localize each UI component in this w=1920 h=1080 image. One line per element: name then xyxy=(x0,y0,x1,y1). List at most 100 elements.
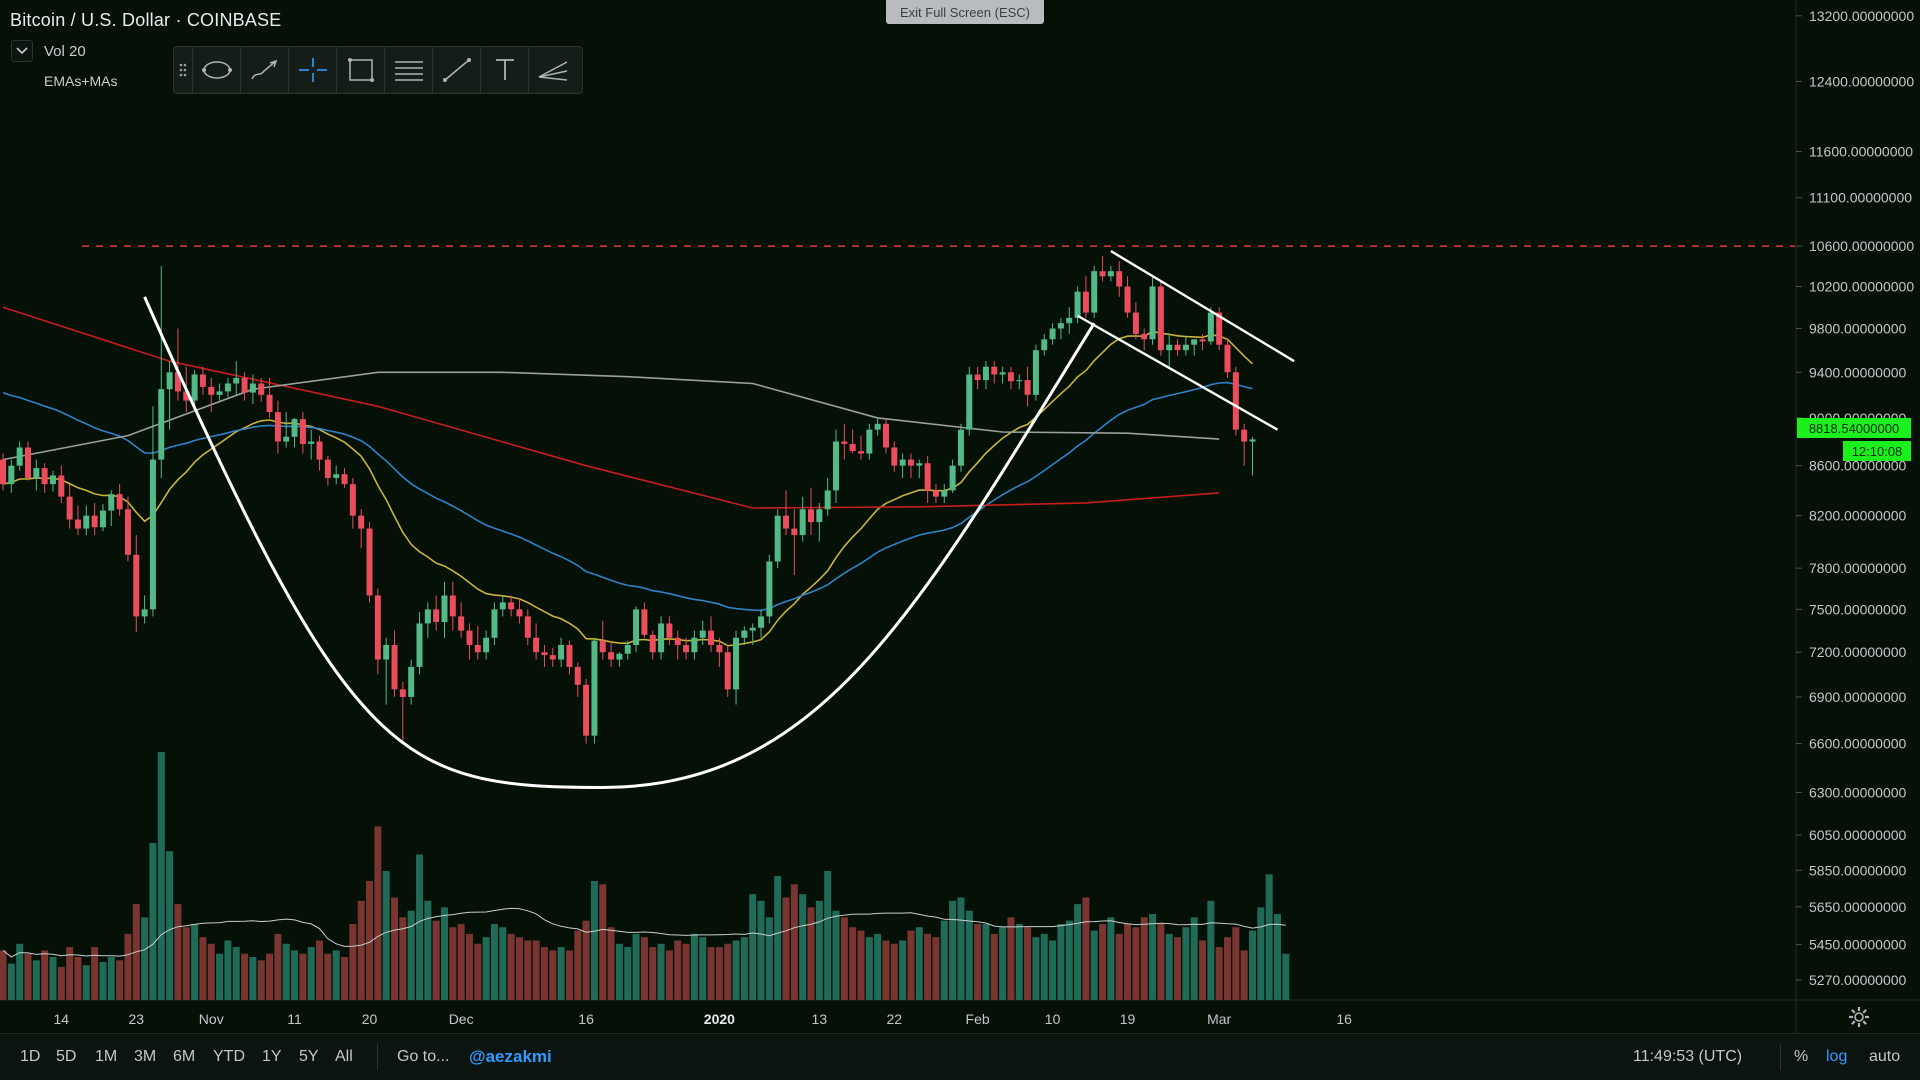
candle xyxy=(924,455,931,503)
candle-body xyxy=(916,463,923,466)
candle-body xyxy=(1116,271,1123,287)
x-tick-label: Dec xyxy=(449,1011,474,1027)
candle-body xyxy=(841,441,848,444)
volume-bar xyxy=(299,953,307,1000)
y-tick-label: 7800.00000000 xyxy=(1809,560,1907,576)
candle-body xyxy=(591,640,598,736)
timeframe-5d[interactable]: 5D xyxy=(56,1048,77,1065)
goto-button[interactable]: Go to... xyxy=(397,1048,450,1065)
volume-bar xyxy=(532,940,540,1000)
candle xyxy=(458,602,465,638)
volume-bar xyxy=(1232,927,1240,1000)
legend-volume[interactable]: Vol 20 xyxy=(44,43,86,60)
volume-bar xyxy=(899,940,907,1000)
volume-bar xyxy=(874,933,882,1000)
volume-bar xyxy=(824,871,832,1000)
text-tool-button[interactable] xyxy=(480,47,528,93)
volume-bar xyxy=(607,927,615,1000)
candle xyxy=(274,400,281,454)
volume-bar xyxy=(815,900,823,1000)
auto-scale-toggle[interactable]: auto xyxy=(1869,1048,1901,1065)
candle xyxy=(366,522,373,603)
volume-bar xyxy=(232,947,240,1000)
candle xyxy=(641,602,648,638)
candle xyxy=(658,616,665,660)
trend-line-button[interactable] xyxy=(432,47,480,93)
volume-bar xyxy=(507,933,515,1000)
y-tick-label: 8600.00000000 xyxy=(1809,458,1907,474)
volume-bar xyxy=(66,947,74,1000)
volume-bar xyxy=(1215,947,1223,1000)
x-tick-label: 23 xyxy=(128,1011,144,1027)
trend-line-icon xyxy=(442,58,471,82)
candle xyxy=(907,453,914,478)
volume-bar xyxy=(799,894,807,1000)
volume-bar xyxy=(690,933,698,1000)
candle xyxy=(358,509,365,549)
exit-fullscreen-button[interactable]: Exit Full Screen (ESC) xyxy=(886,0,1044,24)
ellipse-tool-button[interactable] xyxy=(192,47,240,93)
volume-bar xyxy=(116,960,124,1000)
candle-body xyxy=(333,474,340,478)
candle xyxy=(408,659,415,705)
percent-scale-toggle[interactable]: % xyxy=(1794,1048,1809,1065)
candle xyxy=(766,554,773,624)
legend-emas-mas[interactable]: EMAs+MAs xyxy=(44,73,118,89)
pitchfork-tool-button[interactable] xyxy=(528,47,576,93)
candle xyxy=(833,429,839,503)
volume-bar xyxy=(474,943,482,1000)
timeframe-5y[interactable]: 5Y xyxy=(299,1048,319,1065)
timeframe-ytd[interactable]: YTD xyxy=(213,1048,245,1065)
volume-bar xyxy=(7,963,15,1000)
drag-handle-icon[interactable] xyxy=(174,47,192,93)
timeframe-1d[interactable]: 1D xyxy=(20,1048,41,1065)
gear-icon[interactable] xyxy=(1848,1006,1870,1028)
candle-body xyxy=(633,609,640,645)
candle xyxy=(1032,344,1039,401)
volume-bar xyxy=(324,953,332,1000)
log-scale-toggle[interactable]: log xyxy=(1826,1048,1848,1065)
candle-body xyxy=(866,429,873,454)
timeframe-all[interactable]: All xyxy=(335,1048,353,1065)
candle-body xyxy=(524,616,531,638)
volume-bar xyxy=(1240,950,1248,1000)
candle-body xyxy=(1174,344,1181,351)
timeframe-3m[interactable]: 3M xyxy=(134,1048,157,1065)
candle xyxy=(524,609,531,645)
volume-bar xyxy=(174,904,182,1000)
legend-collapse-button[interactable] xyxy=(11,40,33,62)
volume-bar xyxy=(924,933,932,1000)
fib-levels-icon xyxy=(394,61,423,81)
fib-levels-button[interactable] xyxy=(384,47,432,93)
candle-body xyxy=(474,644,481,653)
candle xyxy=(774,509,781,569)
y-tick-label: 6600.00000000 xyxy=(1809,736,1907,752)
volume-bar xyxy=(1099,923,1107,1000)
drawing-toolbar xyxy=(173,46,583,94)
x-tick-label: 22 xyxy=(887,1011,903,1027)
candle-body xyxy=(1099,271,1106,277)
volume-bar xyxy=(1273,914,1281,1000)
candle-body xyxy=(549,655,556,660)
candle xyxy=(1224,339,1231,378)
timeframe-1y[interactable]: 1Y xyxy=(262,1048,282,1065)
utc-clock[interactable]: 11:49:53 (UTC) xyxy=(1633,1048,1743,1065)
crosshair-tool-button[interactable] xyxy=(288,47,336,93)
volume-bar xyxy=(1140,917,1148,1000)
timeframe-1m[interactable]: 1M xyxy=(95,1048,118,1065)
candle-body xyxy=(491,609,498,638)
volume-bar xyxy=(707,947,715,1000)
candle xyxy=(108,490,115,526)
candle-body xyxy=(358,515,365,529)
rectangle-tool-button[interactable] xyxy=(336,47,384,93)
timeframe-6m[interactable]: 6M xyxy=(173,1048,196,1065)
candle xyxy=(649,630,656,660)
candle-body xyxy=(266,394,273,413)
candle-body xyxy=(458,616,465,631)
volume-bar xyxy=(224,940,232,1000)
brush-tool-button[interactable] xyxy=(240,47,288,93)
candle-body xyxy=(16,447,23,466)
candle xyxy=(974,366,981,390)
